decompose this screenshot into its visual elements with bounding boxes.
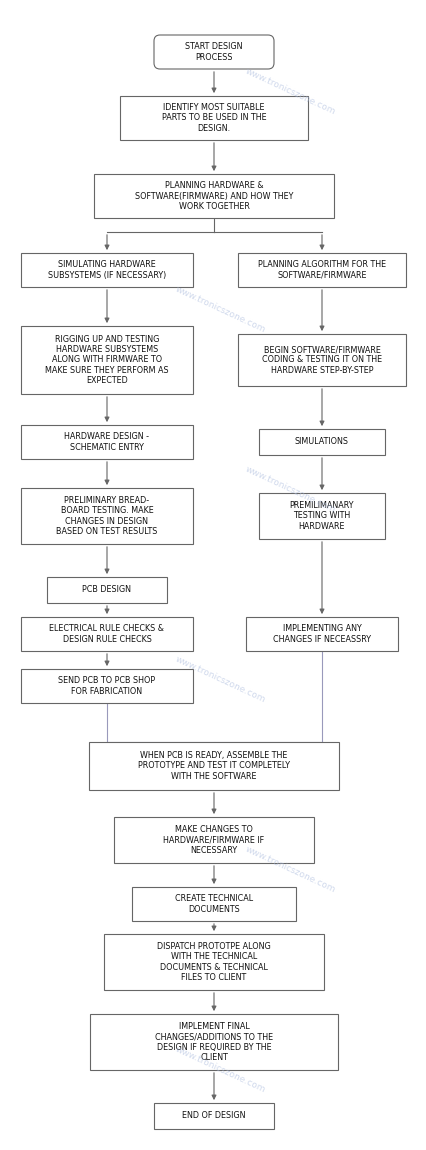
FancyBboxPatch shape [47,577,167,603]
FancyBboxPatch shape [21,253,193,288]
FancyBboxPatch shape [21,325,193,394]
Text: PREMILIMANARY
TESTING WITH
HARDWARE: PREMILIMANARY TESTING WITH HARDWARE [289,501,354,531]
Text: PLANNING ALGORITHM FOR THE
SOFTWARE/FIRMWARE: PLANNING ALGORITHM FOR THE SOFTWARE/FIRM… [257,260,385,279]
Text: www.tronicszone.com: www.tronicszone.com [243,465,336,515]
Text: MAKE CHANGES TO
HARDWARE/FIRMWARE IF
NECESSARY: MAKE CHANGES TO HARDWARE/FIRMWARE IF NEC… [163,825,264,854]
FancyBboxPatch shape [21,618,193,651]
Text: www.tronicszone.com: www.tronicszone.com [243,67,336,117]
FancyBboxPatch shape [237,253,405,288]
Text: PLANNING HARDWARE &
SOFTWARE(FIRMWARE) AND HOW THEY
WORK TOGETHER: PLANNING HARDWARE & SOFTWARE(FIRMWARE) A… [135,181,293,210]
Text: RIGGING UP AND TESTING
HARDWARE SUBSYSTEMS
ALONG WITH FIRMWARE TO
MAKE SURE THEY: RIGGING UP AND TESTING HARDWARE SUBSYSTE… [45,335,168,385]
FancyBboxPatch shape [114,816,313,862]
Text: END OF DESIGN: END OF DESIGN [182,1112,245,1120]
Text: www.tronicszone.com: www.tronicszone.com [173,285,266,335]
Text: BEGIN SOFTWARE/FIRMWARE
CODING & TESTING IT ON THE
HARDWARE STEP-BY-STEP: BEGIN SOFTWARE/FIRMWARE CODING & TESTING… [261,345,381,375]
FancyBboxPatch shape [154,1103,273,1129]
FancyBboxPatch shape [259,493,384,539]
Text: IMPLEMENT FINAL
CHANGES/ADDITIONS TO THE
DESIGN IF REQUIRED BY THE
CLIENT: IMPLEMENT FINAL CHANGES/ADDITIONS TO THE… [155,1022,272,1063]
FancyBboxPatch shape [132,887,295,921]
Text: CREATE TECHNICAL
DOCUMENTS: CREATE TECHNICAL DOCUMENTS [175,895,253,914]
FancyBboxPatch shape [94,174,333,218]
FancyBboxPatch shape [21,669,193,703]
Text: IMPLEMENTING ANY
CHANGES IF NECEASSRY: IMPLEMENTING ANY CHANGES IF NECEASSRY [272,624,370,644]
FancyBboxPatch shape [21,426,193,459]
Text: DISPATCH PROTOTPE ALONG
WITH THE TECHNICAL
DOCUMENTS & TECHNICAL
FILES TO CLIENT: DISPATCH PROTOTPE ALONG WITH THE TECHNIC… [157,942,270,982]
FancyBboxPatch shape [120,95,307,140]
Text: www.tronicszone.com: www.tronicszone.com [243,845,336,895]
FancyBboxPatch shape [21,488,193,544]
FancyBboxPatch shape [237,334,405,386]
Text: PCB DESIGN: PCB DESIGN [82,585,131,595]
Text: IDENTIFY MOST SUITABLE
PARTS TO BE USED IN THE
DESIGN.: IDENTIFY MOST SUITABLE PARTS TO BE USED … [161,104,266,133]
Text: START DESIGN
PROCESS: START DESIGN PROCESS [185,43,242,62]
Text: SEND PCB TO PCB SHOP
FOR FABRICATION: SEND PCB TO PCB SHOP FOR FABRICATION [58,676,155,696]
FancyBboxPatch shape [104,934,323,990]
Text: www.tronicszone.com: www.tronicszone.com [173,656,266,705]
FancyBboxPatch shape [245,618,397,651]
FancyBboxPatch shape [154,34,273,69]
FancyBboxPatch shape [259,429,384,455]
Text: HARDWARE DESIGN -
SCHEMATIC ENTRY: HARDWARE DESIGN - SCHEMATIC ENTRY [64,432,149,452]
FancyBboxPatch shape [89,742,338,790]
Text: www.tronicszone.com: www.tronicszone.com [173,1045,266,1095]
Text: SIMULATING HARDWARE
SUBSYSTEMS (IF NECESSARY): SIMULATING HARDWARE SUBSYSTEMS (IF NECES… [48,260,166,279]
Text: ELECTRICAL RULE CHECKS &
DESIGN RULE CHECKS: ELECTRICAL RULE CHECKS & DESIGN RULE CHE… [49,624,164,644]
Text: WHEN PCB IS READY, ASSEMBLE THE
PROTOTYPE AND TEST IT COMPLETELY
WITH THE SOFTWA: WHEN PCB IS READY, ASSEMBLE THE PROTOTYP… [138,751,289,781]
Text: PRELIMINARY BREAD-
BOARD TESTING. MAKE
CHANGES IN DESIGN
BASED ON TEST RESULTS: PRELIMINARY BREAD- BOARD TESTING. MAKE C… [56,496,157,536]
FancyBboxPatch shape [90,1014,337,1070]
Text: SIMULATIONS: SIMULATIONS [294,437,348,446]
